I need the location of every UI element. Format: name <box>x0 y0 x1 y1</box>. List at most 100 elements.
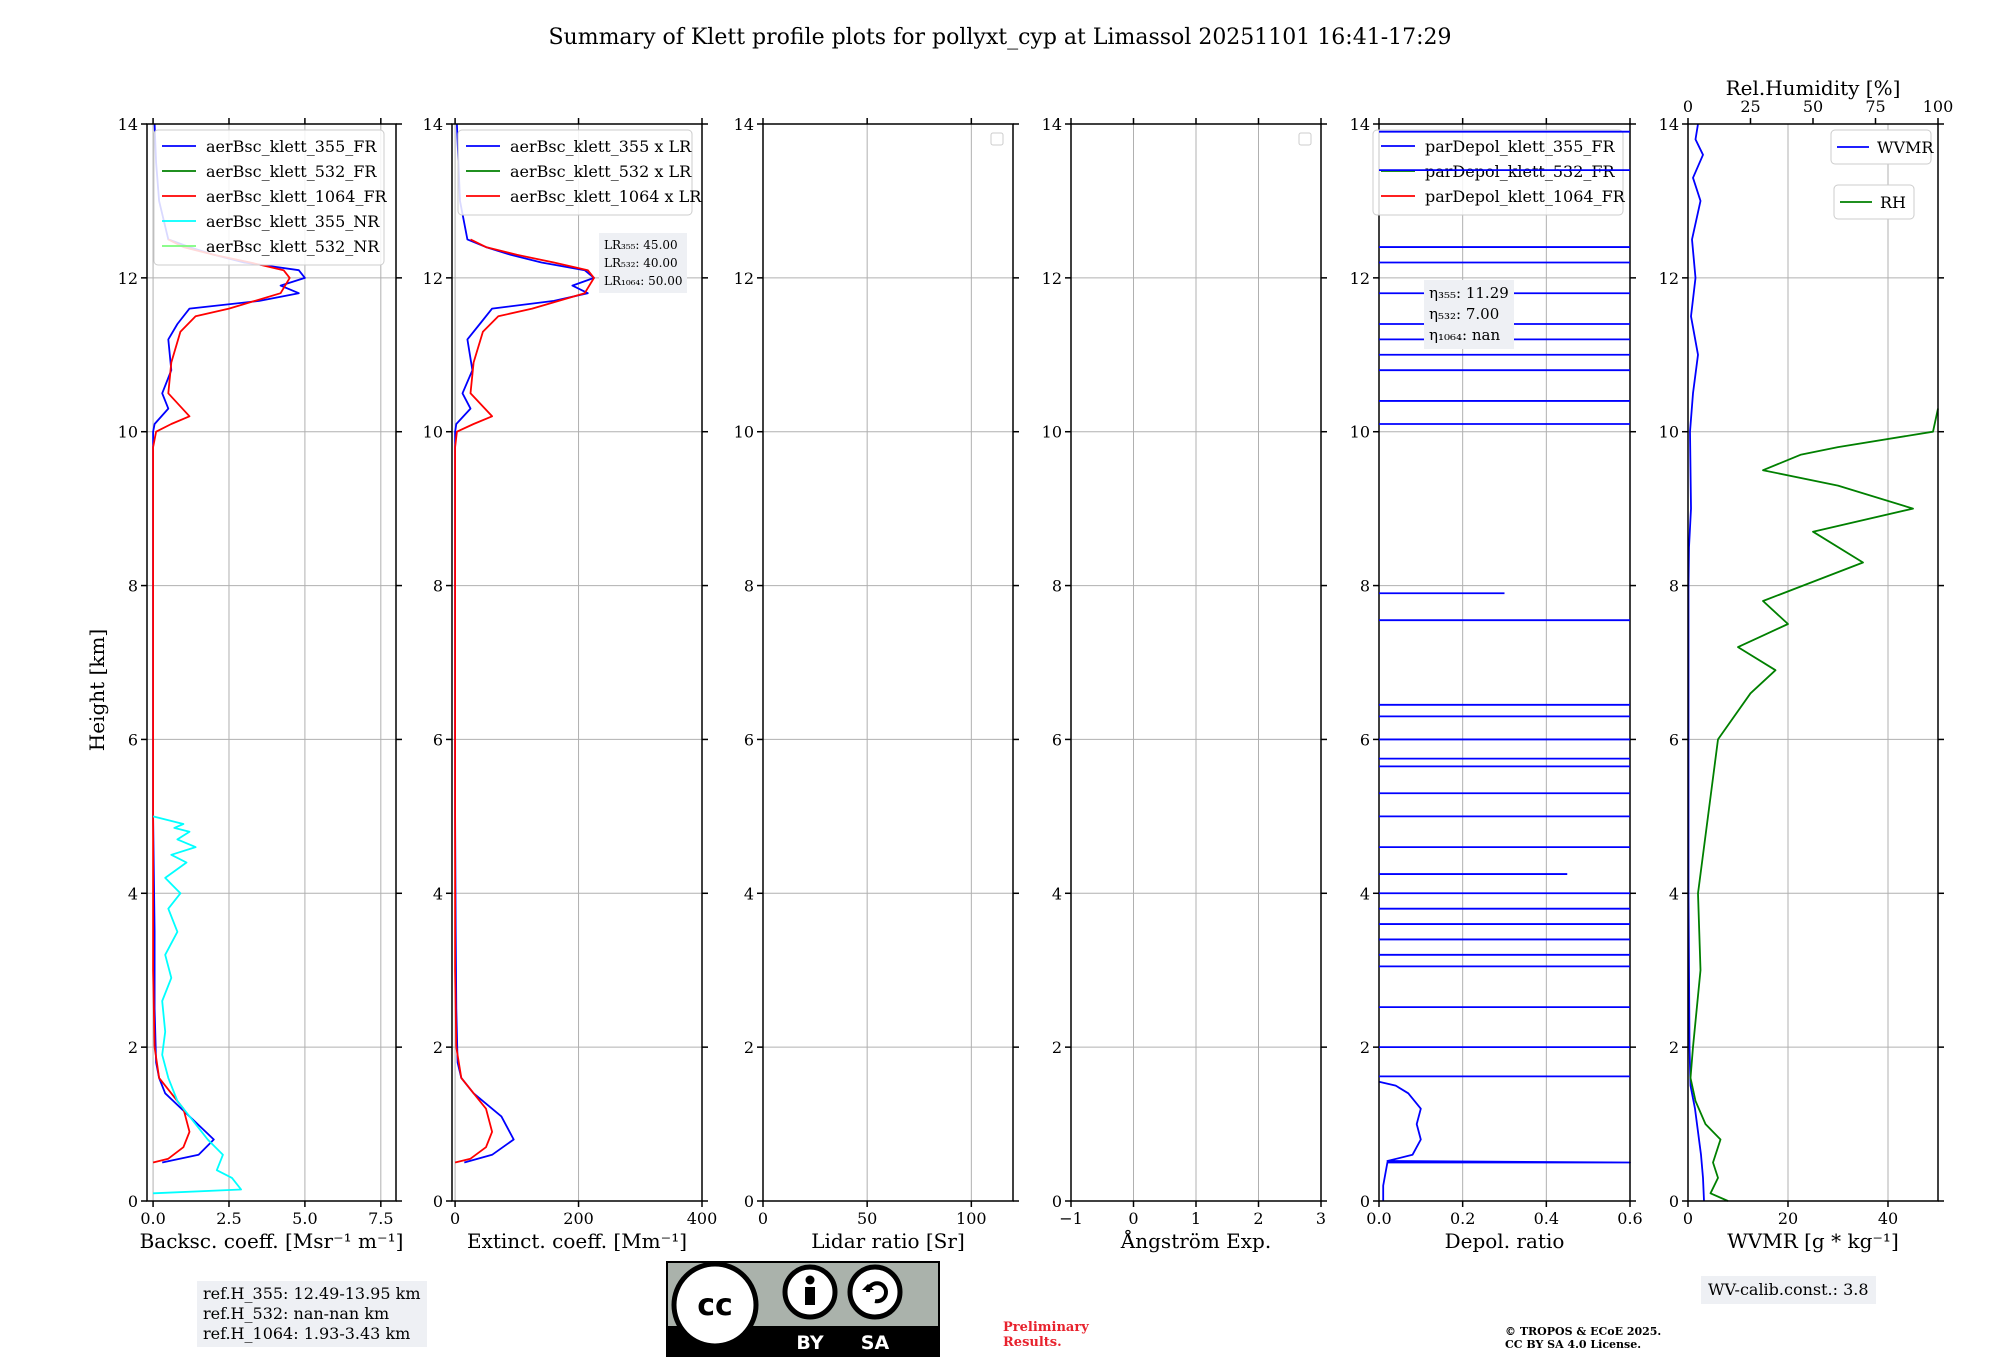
y-tick-label: 8 <box>128 577 138 596</box>
x-top-tick-label: 25 <box>1740 97 1760 116</box>
preliminary-line-2: Results. <box>1003 1335 1062 1350</box>
y-tick-label: 2 <box>1052 1038 1062 1057</box>
y-tick-label: 12 <box>1350 269 1370 288</box>
by-label: BY <box>796 1332 823 1354</box>
y-tick-label: 0 <box>744 1192 754 1211</box>
axes-frame <box>146 123 397 1202</box>
y-tick-label: 14 <box>1350 115 1370 134</box>
empty-legend <box>990 132 1004 146</box>
y-tick-label: 10 <box>1042 423 1062 442</box>
y-tick-label: 8 <box>1360 577 1370 596</box>
x-tick-label: 2 <box>1253 1209 1263 1228</box>
y-tick-label: 10 <box>1350 423 1370 442</box>
legend-label: parDepol_klett_532_FR <box>1425 162 1616 181</box>
series-aerBsc_klett_355_NR <box>152 815 243 1195</box>
y-tick-label: 4 <box>1052 884 1062 903</box>
legend-label: RH <box>1880 193 1906 212</box>
y-tick-label: 2 <box>433 1038 443 1057</box>
y-tick-label: 10 <box>118 423 138 442</box>
cc-logo-text: cc <box>697 1288 733 1323</box>
x-tick-label: 0 <box>1128 1209 1138 1228</box>
x-tick-label: 0 <box>1683 1209 1693 1228</box>
series-WVMR <box>1687 123 1705 1202</box>
y-tick-label: 12 <box>1659 269 1679 288</box>
y-tick-label: 4 <box>1360 884 1370 903</box>
axes-frame <box>762 123 1014 1202</box>
x-tick-label: 0 <box>450 1209 460 1228</box>
x-tick-label: 0.6 <box>1617 1209 1642 1228</box>
x-axis-label: Depol. ratio <box>1445 1229 1565 1253</box>
y-tick-label: 8 <box>433 577 443 596</box>
y-tick-label: 2 <box>1360 1038 1370 1057</box>
preliminary-note: Preliminary Results. <box>1003 1320 1089 1350</box>
axes-frame <box>1070 123 1322 1202</box>
y-tick-label: 14 <box>118 115 138 134</box>
legend-box-rh <box>1833 184 1915 220</box>
axes-frame <box>1687 123 1939 1202</box>
y-tick-label: 12 <box>734 269 754 288</box>
y-tick-label: 8 <box>1669 577 1679 596</box>
license-badge: cc BY SA <box>666 1261 940 1357</box>
x-axis-label: Lidar ratio [Sr] <box>811 1229 965 1253</box>
eta-355: η₃₅₅: 11.29 <box>1429 284 1509 302</box>
x-tick-label: 40 <box>1878 1209 1898 1228</box>
x-axis-label: Extinct. coeff. [Mm⁻¹] <box>467 1229 687 1253</box>
y-tick-label: 0 <box>1669 1192 1679 1211</box>
legend-label: aerBsc_klett_355_NR <box>206 212 380 231</box>
x-axis-label: Backsc. coeff. [Msr⁻¹ m⁻¹] <box>140 1229 404 1253</box>
x-tick-label: 2.5 <box>216 1209 241 1228</box>
ref-height-annotation: ref.H_355: 12.49-13.95 km ref.H_532: nan… <box>197 1281 427 1347</box>
y-tick-label: 12 <box>1042 269 1062 288</box>
figure-title: Summary of Klett profile plots for polly… <box>548 25 1451 50</box>
y-tick-label: 6 <box>1052 730 1062 749</box>
share-alike-icon <box>847 1264 903 1320</box>
axes-frame <box>1378 123 1631 1202</box>
y-tick-label: 2 <box>1669 1038 1679 1057</box>
legend-label: aerBsc_klett_1064_FR <box>206 187 388 206</box>
x-tick-label: 0.4 <box>1534 1209 1559 1228</box>
y-tick-label: 0 <box>433 1192 443 1211</box>
y-tick-label: 10 <box>1659 423 1679 442</box>
y-tick-label: 6 <box>128 730 138 749</box>
legend-box-wvmr <box>1830 129 1932 165</box>
y-tick-label: 0 <box>1052 1192 1062 1211</box>
series-parDepol_klett_355_FR <box>1378 1080 1631 1201</box>
x-tick-label: 50 <box>857 1209 877 1228</box>
series-aerBsc_klett_1064 x LR <box>454 238 595 1164</box>
preliminary-line-1: Preliminary <box>1003 1320 1089 1335</box>
x-tick-label: 0.2 <box>1450 1209 1475 1228</box>
legend-box <box>457 129 693 216</box>
copyright-line-1: © TROPOS & ECoE 2025. <box>1505 1325 1662 1338</box>
y-tick-label: 4 <box>744 884 754 903</box>
y-tick-label: 4 <box>1669 884 1679 903</box>
y-tick-label: 4 <box>128 884 138 903</box>
wv-calib-annotation: WV-calib.const.: 3.8 <box>1701 1276 1876 1304</box>
y-tick-label: 8 <box>744 577 754 596</box>
x-tick-label: 400 <box>687 1209 718 1228</box>
y-tick-label: 2 <box>744 1038 754 1057</box>
lr-1064: LR₁₀₆₄: 50.00 <box>604 274 683 288</box>
ref-h-355: ref.H_355: 12.49-13.95 km <box>203 1284 421 1303</box>
x-top-tick-label: 100 <box>1923 97 1954 116</box>
y-tick-label: 6 <box>1669 730 1679 749</box>
legend-label: aerBsc_klett_355_FR <box>206 137 377 156</box>
x-top-tick-label: 50 <box>1803 97 1823 116</box>
series-aerBsc_klett_1064_FR <box>152 238 291 1164</box>
legend-label: aerBsc_klett_532 x LR <box>510 162 692 181</box>
eta-annotation: η₃₅₅: 11.29 η₅₃₂: 7.00 η₁₀₆₄: nan <box>1424 280 1514 349</box>
legend-label: aerBsc_klett_355 x LR <box>510 137 692 156</box>
x-tick-label: 7.5 <box>368 1209 393 1228</box>
x-tick-label: 20 <box>1778 1209 1798 1228</box>
y-tick-label: 6 <box>1360 730 1370 749</box>
ref-h-532: ref.H_532: nan-nan km <box>203 1304 390 1323</box>
x-axis-label: Ångström Exp. <box>1120 1228 1271 1253</box>
legend-label: aerBsc_klett_1064 x LR <box>510 187 702 206</box>
legend-label: aerBsc_klett_532_NR <box>206 237 380 256</box>
axes-frame <box>451 123 703 1202</box>
copyright-line-2: CC BY SA 4.0 License. <box>1505 1338 1642 1351</box>
y-axis-label: Height [km] <box>85 629 109 751</box>
